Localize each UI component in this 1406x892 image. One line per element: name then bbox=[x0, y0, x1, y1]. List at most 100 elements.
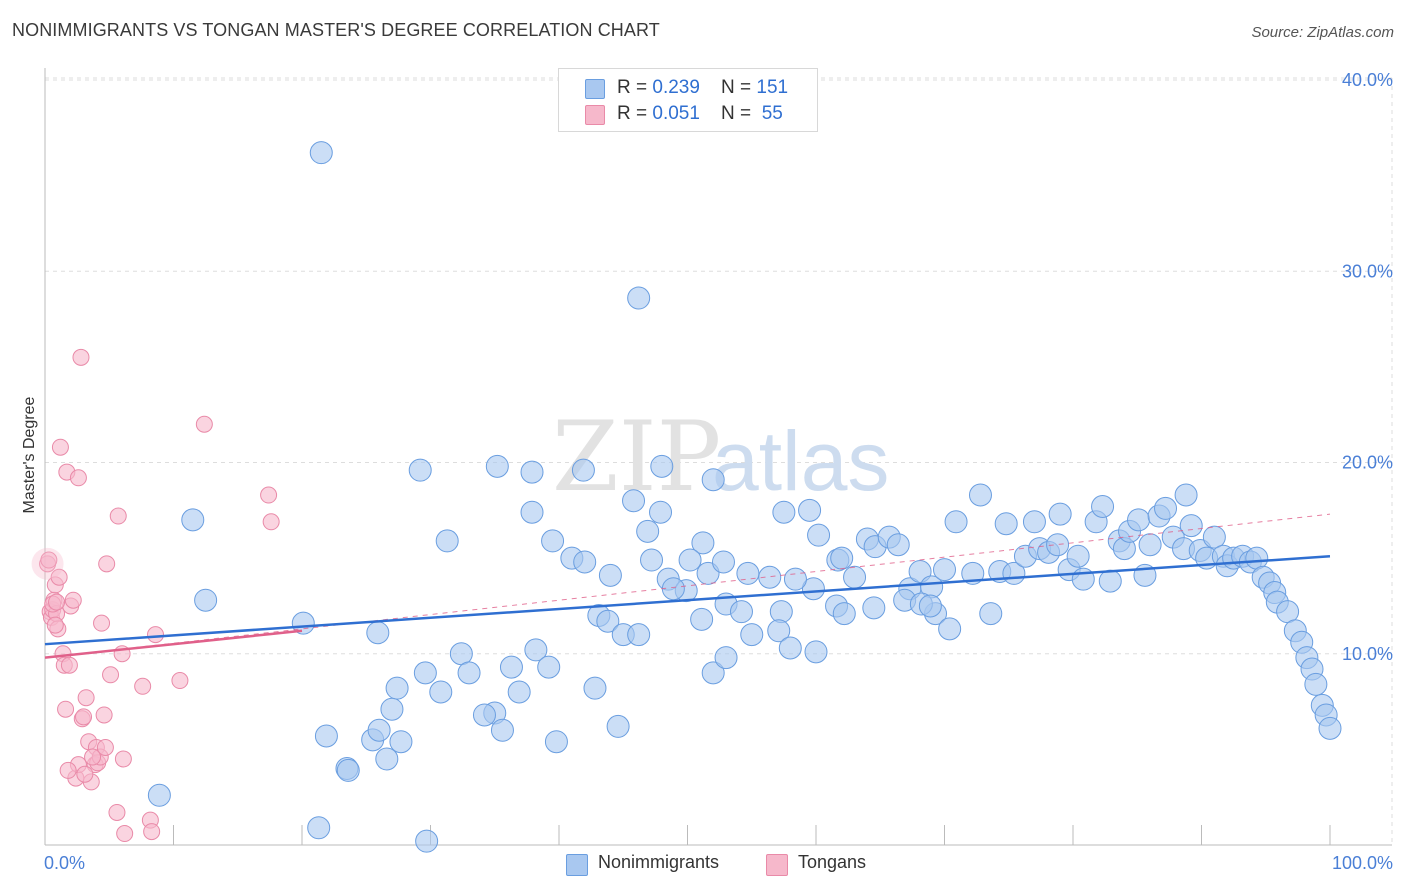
nonimmigrants-point bbox=[194, 588, 218, 612]
tongans-point bbox=[98, 555, 116, 573]
nonimmigrants-trend-line bbox=[44, 554, 1331, 646]
nonimmigrants-point bbox=[979, 602, 1003, 626]
tongans-point bbox=[51, 438, 69, 456]
tongans-point bbox=[48, 593, 66, 611]
nonimmigrants-point bbox=[598, 563, 622, 587]
trend-lines bbox=[44, 513, 1331, 659]
legend-n-label: N = bbox=[721, 103, 757, 124]
nonimmigrants-point bbox=[636, 519, 660, 543]
nonimmigrants-point bbox=[944, 510, 968, 534]
nonimmigrants-point bbox=[573, 550, 597, 574]
nonimmigrants-point bbox=[1127, 508, 1151, 532]
nonimmigrants-point bbox=[596, 609, 620, 633]
nonimmigrants-point bbox=[1202, 525, 1226, 549]
nonimmigrants-point bbox=[798, 498, 822, 522]
tick-labels: 10.0% 20.0% 30.0% 40.0% 0.0% 100.0% bbox=[44, 70, 1393, 873]
tongans-point bbox=[59, 761, 77, 779]
bottom-legend-swatch-pink bbox=[766, 854, 788, 876]
nonimmigrants-point bbox=[627, 286, 651, 310]
nonimmigrants-point bbox=[1304, 672, 1328, 696]
legend-n-value: 55 bbox=[756, 103, 783, 124]
nonimmigrants-point bbox=[1174, 483, 1198, 507]
axes bbox=[44, 68, 1392, 846]
y-tick-label: 20.0% bbox=[1342, 453, 1393, 473]
nonimmigrants-point bbox=[832, 602, 856, 626]
nonimmigrants-point bbox=[886, 533, 910, 557]
nonimmigrants-point bbox=[938, 617, 962, 641]
nonimmigrants-point bbox=[769, 600, 793, 624]
nonimmigrants-point bbox=[1138, 533, 1162, 557]
nonimmigrants-point bbox=[1098, 569, 1122, 593]
nonimmigrants-point bbox=[520, 500, 544, 524]
nonimmigrants-point bbox=[380, 697, 404, 721]
tongans-trend-line bbox=[44, 629, 303, 659]
legend-swatch-pink bbox=[585, 105, 605, 125]
nonimmigrants-point bbox=[807, 523, 831, 547]
y-tick-label: 30.0% bbox=[1342, 261, 1393, 281]
nonimmigrants-point bbox=[622, 489, 646, 513]
tongans-point bbox=[95, 706, 113, 724]
nonimmigrants-point bbox=[524, 638, 548, 662]
tongans-point bbox=[69, 469, 87, 487]
nonimmigrants-point bbox=[544, 730, 568, 754]
nonimmigrants-point bbox=[701, 661, 725, 685]
nonimmigrants-point bbox=[541, 529, 565, 553]
bottom-legend-label: Tongans bbox=[798, 852, 867, 872]
nonimmigrants-point bbox=[309, 141, 333, 165]
tongans-point bbox=[57, 700, 75, 718]
tongans-point bbox=[96, 738, 114, 756]
nonimmigrants-point bbox=[1046, 533, 1070, 557]
tongans-point bbox=[46, 616, 64, 634]
nonimmigrants-point bbox=[690, 607, 714, 631]
legend-n-value: 151 bbox=[756, 77, 789, 98]
nonimmigrants-point bbox=[181, 508, 205, 532]
legend-r-value: 0.239 bbox=[652, 77, 700, 98]
nonimmigrants-point bbox=[778, 636, 802, 660]
nonimmigrants-point bbox=[650, 454, 674, 478]
legend-r-label: R = bbox=[617, 103, 653, 124]
nonimmigrants-point bbox=[1022, 510, 1046, 534]
nonimmigrants-point bbox=[147, 783, 171, 807]
tongans-point bbox=[262, 513, 280, 531]
nonimmigrants-point bbox=[736, 561, 760, 585]
tongans-point bbox=[102, 666, 120, 684]
watermark: ZIP atlas bbox=[552, 401, 889, 513]
nonimmigrants-point bbox=[772, 500, 796, 524]
tongans-point bbox=[116, 825, 134, 843]
nonimmigrants-point bbox=[968, 483, 992, 507]
tongans-point bbox=[84, 748, 102, 766]
nonimmigrants-points bbox=[147, 141, 1342, 853]
nonimmigrants-point bbox=[291, 611, 315, 635]
nonimmigrants-point bbox=[375, 747, 399, 771]
nonimmigrants-point bbox=[408, 458, 432, 482]
y-axis-label: Master's Degree bbox=[21, 396, 38, 513]
nonimmigrants-point bbox=[415, 829, 439, 853]
tongans-point bbox=[64, 591, 82, 609]
nonimmigrants-point bbox=[472, 703, 496, 727]
nonimmigrants-point bbox=[429, 680, 453, 704]
nonimmigrants-point bbox=[843, 565, 867, 589]
nonimmigrants-point bbox=[830, 546, 854, 570]
tongans-point bbox=[114, 750, 132, 768]
legend-n-label: N = bbox=[721, 77, 757, 98]
nonimmigrants-point bbox=[701, 468, 725, 492]
nonimmigrants-point bbox=[1048, 502, 1072, 526]
tongans-point-large bbox=[31, 547, 64, 580]
nonimmigrants-point bbox=[571, 458, 595, 482]
nonimmigrants-point bbox=[691, 531, 715, 555]
tongans-point bbox=[134, 677, 152, 695]
tongans-point bbox=[171, 672, 189, 690]
legend-r-value: 0.051 bbox=[652, 103, 700, 124]
y-tick-label: 40.0% bbox=[1342, 70, 1393, 90]
nonimmigrants-point bbox=[649, 500, 673, 524]
nonimmigrants-point bbox=[1318, 716, 1342, 740]
nonimmigrants-point bbox=[640, 548, 664, 572]
nonimmigrants-point bbox=[994, 512, 1018, 536]
nonimmigrants-point bbox=[307, 816, 331, 840]
nonimmigrants-point bbox=[485, 454, 509, 478]
nonimmigrants-point bbox=[389, 730, 413, 754]
nonimmigrants-point bbox=[366, 621, 390, 645]
nonimmigrants-point bbox=[908, 560, 932, 584]
tongans-point bbox=[75, 708, 93, 726]
